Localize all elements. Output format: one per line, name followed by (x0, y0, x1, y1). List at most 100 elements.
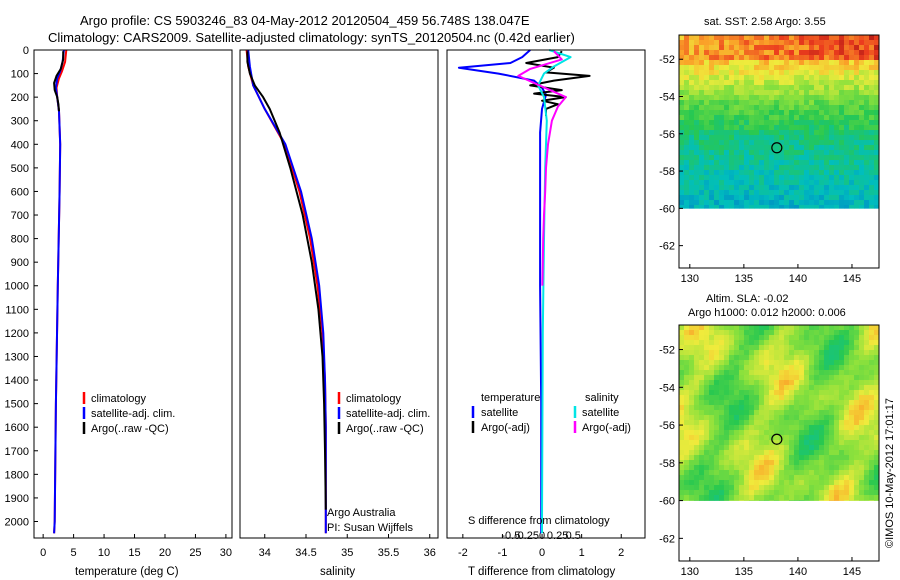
heatmap-cell (799, 165, 805, 171)
heatmap-cell (839, 180, 845, 186)
heatmap-cell (699, 70, 705, 76)
heatmap-cell (734, 360, 740, 366)
heatmap-cell (704, 410, 710, 416)
heatmap-cell (719, 165, 725, 171)
heatmap-cell (849, 350, 855, 356)
heatmap-cell (759, 325, 765, 331)
legend-s-satellite-label: satellite (582, 407, 619, 419)
heatmap-cell (854, 55, 860, 61)
heatmap-cell (839, 40, 845, 46)
heatmap-cell (844, 500, 850, 501)
heatmap-cell (844, 470, 850, 476)
heatmap-cell (799, 40, 805, 46)
heatmap-cell (829, 455, 835, 461)
heatmap-cell (814, 415, 820, 421)
heatmap-cell (684, 180, 690, 186)
heatmap-cell (809, 55, 815, 61)
heatmap-cell (749, 145, 755, 151)
heatmap-cell (749, 440, 755, 446)
heatmap-cell (794, 495, 800, 501)
heatmap-cell (859, 355, 865, 361)
heatmap-cell (844, 460, 850, 466)
heatmap-cell (764, 130, 770, 136)
heatmap-cell (839, 385, 845, 391)
heatmap-cell (749, 330, 755, 336)
heatmap-cell (699, 175, 705, 181)
heatmap-cell (804, 460, 810, 466)
heatmap-cell (699, 115, 705, 121)
heatmap-cell (739, 115, 745, 121)
heatmap-cell (869, 340, 875, 346)
heatmap-cell (864, 105, 870, 111)
heatmap-cell (869, 405, 875, 411)
heatmap-cell (844, 80, 850, 86)
heatmap-cell (754, 465, 760, 471)
heatmap-cell (729, 430, 735, 436)
heatmap-cell (784, 340, 790, 346)
heatmap-cell (844, 325, 850, 331)
heatmap-cell (694, 95, 700, 101)
heatmap-cell (864, 70, 870, 76)
heatmap-cell (719, 170, 725, 176)
heatmap-cell (694, 415, 700, 421)
heatmap-cell (864, 500, 870, 501)
heatmap-cell (694, 180, 700, 186)
heatmap-cell (719, 205, 725, 209)
heatmap-cell (779, 395, 785, 401)
heatmap-cell (679, 345, 685, 351)
heatmap-cell (819, 395, 825, 401)
heatmap-cell (769, 130, 775, 136)
heatmap-cell (719, 130, 725, 136)
heatmap-cell (784, 370, 790, 376)
heatmap-cell (724, 95, 730, 101)
heatmap-cell (739, 410, 745, 416)
heatmap-cell (774, 190, 780, 196)
heatmap-cell (844, 105, 850, 111)
heatmap-cell (809, 205, 815, 209)
heatmap-cell (719, 110, 725, 116)
heatmap-cell (799, 130, 805, 136)
heatmap-cell (759, 80, 765, 86)
heatmap-cell (874, 150, 879, 156)
heatmap-cell (729, 395, 735, 401)
heatmap-cell (839, 375, 845, 381)
heatmap-cell (844, 50, 850, 56)
heatmap-cell (849, 400, 855, 406)
heatmap-cell (789, 130, 795, 136)
heatmap-cell (719, 345, 725, 351)
heatmap-cell (789, 435, 795, 441)
x-tick-label: 140 (789, 273, 807, 285)
heatmap-cell (699, 355, 705, 361)
heatmap-cell (774, 50, 780, 56)
heatmap-cell (739, 125, 745, 131)
heatmap-cell (819, 185, 825, 191)
heatmap-cell (854, 480, 860, 486)
heatmap-cell (784, 150, 790, 156)
heatmap-cell (834, 475, 840, 481)
heatmap-cell (774, 500, 780, 501)
heatmap-cell (749, 170, 755, 176)
heatmap-cell (689, 360, 695, 366)
heatmap-cell (849, 90, 855, 96)
heatmap-cell (679, 45, 685, 51)
heatmap-cell (824, 205, 830, 209)
heatmap-cell (779, 75, 785, 81)
heatmap-cell (754, 40, 760, 46)
heatmap-cell (869, 160, 875, 166)
heatmap-cell (764, 380, 770, 386)
heatmap-cell (684, 80, 690, 86)
y-tick-label: -60 (659, 496, 675, 508)
heatmap-cell (769, 345, 775, 351)
heatmap-cell (689, 375, 695, 381)
heatmap-cell (814, 330, 820, 336)
heatmap-cell (689, 85, 695, 91)
heatmap-cell (859, 475, 865, 481)
heatmap-cell (754, 110, 760, 116)
heatmap-cell (789, 65, 795, 71)
heatmap-cell (849, 105, 855, 111)
heatmap-cell (859, 135, 865, 141)
heatmap-cell (749, 80, 755, 86)
heatmap-cell (819, 40, 825, 46)
heatmap-cell (834, 45, 840, 51)
heatmap-cell (734, 200, 740, 206)
